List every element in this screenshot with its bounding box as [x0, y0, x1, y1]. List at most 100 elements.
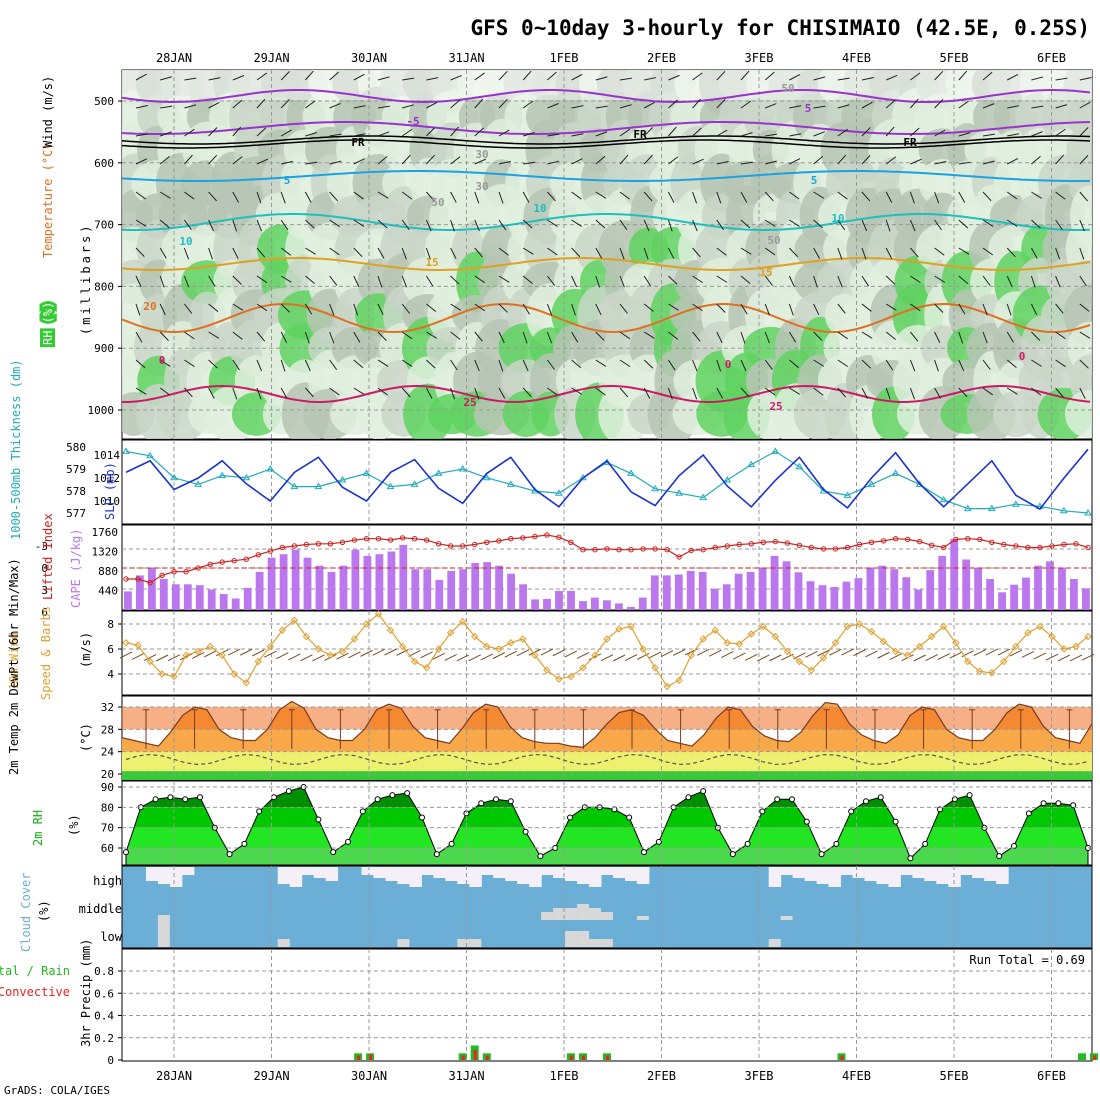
cloud-low-block — [565, 931, 578, 947]
lifted-index-point — [784, 540, 791, 546]
wind10m-point — [807, 666, 816, 674]
wind-barb — [934, 359, 939, 372]
rh2m-units-label: (%) — [67, 814, 81, 836]
cloud-high-clear — [948, 867, 961, 887]
wind-barb — [958, 132, 971, 137]
rh2m-point — [700, 788, 707, 795]
thickness-point — [338, 476, 347, 483]
wind10m-barb — [757, 654, 770, 662]
wind10m-point — [134, 641, 142, 649]
wind-barb — [377, 76, 390, 81]
wind-barb — [329, 303, 335, 316]
precip-conv-bar — [473, 1050, 477, 1060]
lifted-index-point — [460, 543, 466, 549]
wind-barb — [426, 191, 435, 202]
wind-barb — [426, 154, 435, 165]
wind-barb — [740, 191, 748, 203]
wind-barb — [377, 247, 385, 259]
wind-barb — [1079, 387, 1086, 399]
wind10m-point — [639, 645, 647, 653]
rh2m-point — [359, 808, 366, 815]
dewpoint-low-fill — [122, 771, 1092, 780]
wind10m-barb — [1057, 654, 1071, 662]
wind-barb — [305, 247, 316, 255]
wind-barb — [571, 133, 584, 137]
lifted-index-label: Lifted Index — [41, 513, 55, 600]
wind-barb — [934, 303, 944, 313]
lifted-index-point — [808, 544, 815, 551]
wind10m-barb — [252, 649, 265, 657]
lifted-index-point — [1001, 541, 1007, 548]
wind-barb — [305, 161, 318, 165]
wind10m-point — [1048, 632, 1056, 641]
lifted-index-point — [267, 548, 273, 554]
wind-barb — [934, 275, 946, 283]
wind-barb — [764, 219, 776, 227]
wind-barb — [159, 275, 165, 288]
wind-barb — [232, 219, 238, 232]
cloud-high-clear — [169, 867, 183, 887]
wind-barb — [910, 303, 921, 312]
wind10m-point — [206, 642, 214, 651]
wind10m-label: 10m Wind — [7, 632, 21, 690]
wind-barb — [135, 105, 148, 109]
wind-barb — [353, 247, 363, 258]
wind-barb — [668, 156, 679, 165]
wind-barb — [450, 191, 457, 203]
wind10m-barb — [745, 653, 758, 661]
cape-bar — [207, 589, 216, 610]
wind-barb — [135, 387, 147, 395]
wind-barb — [619, 219, 628, 231]
thickness-point — [1060, 506, 1068, 514]
lifted-tick-0: -3 — [35, 540, 48, 553]
wind10m-barb — [709, 649, 722, 657]
wind-barb — [450, 99, 460, 109]
wind-barb — [353, 387, 365, 395]
wind-barb — [1031, 155, 1041, 165]
cape-bar — [722, 584, 731, 610]
cloud-low-block — [577, 931, 590, 947]
cape-bar — [339, 565, 348, 610]
temp2m-label: 2m Temp 2m DewPt (6hr Min/Max) — [7, 558, 21, 775]
wind-barb — [934, 331, 941, 344]
cloud-high-clear — [840, 867, 853, 875]
wind-barb — [716, 275, 728, 283]
wind10m-barb — [853, 649, 866, 657]
wind-barb — [837, 359, 849, 368]
wind-barb — [1055, 275, 1061, 288]
wind-barb — [546, 303, 553, 316]
cape-bar — [327, 571, 336, 610]
wind-barb — [160, 76, 172, 81]
wind-barb — [571, 158, 583, 165]
cape-bar — [375, 554, 384, 610]
cloud-panel: Cloud Cover (%) high middle low — [19, 865, 1093, 952]
rh2m-point — [374, 796, 381, 803]
lifted-index-point — [796, 542, 803, 548]
lifted-index-point — [772, 538, 779, 545]
wind-barb — [450, 275, 460, 285]
cloud-middle-block — [553, 908, 566, 920]
wind-barb — [256, 191, 262, 204]
wind-barb — [474, 127, 484, 137]
cape-bar — [531, 599, 539, 610]
rh2m-point — [892, 818, 899, 825]
rh2m-point — [152, 796, 159, 803]
slp-label: SLP (mb) — [103, 462, 117, 520]
wind10m-barb — [348, 651, 361, 659]
wind-barb — [208, 127, 218, 137]
wind-barb — [329, 160, 342, 165]
cape-bar — [351, 549, 360, 610]
wind10m-barb — [600, 654, 614, 662]
rh2m-point — [685, 794, 692, 801]
wind-barb — [159, 219, 170, 229]
wind-barb — [885, 219, 891, 232]
wind-barb — [547, 247, 558, 256]
wind-barb — [159, 156, 170, 165]
wind-barb — [1006, 191, 1018, 200]
thickness-point — [795, 462, 804, 470]
wind-barb — [425, 219, 432, 232]
contour-label-10: 15 — [425, 256, 438, 269]
wind-barb — [208, 154, 218, 165]
ytick-p8ticks-2: 0.4 — [94, 1010, 114, 1023]
wind10m-point — [458, 617, 467, 626]
